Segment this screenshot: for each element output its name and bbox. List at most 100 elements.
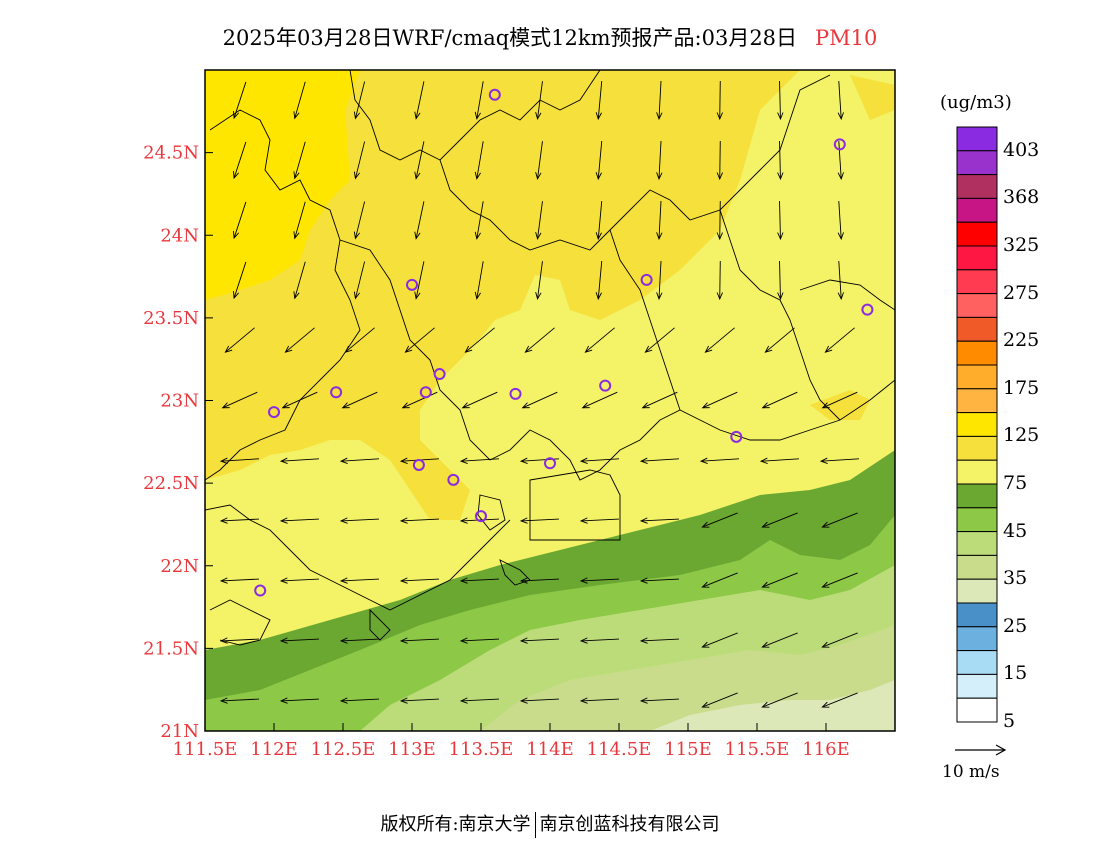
lat-tick-label: 23N	[160, 391, 199, 412]
legend-label: 175	[1003, 376, 1040, 399]
legend-swatch	[956, 174, 998, 199]
lat-tick-label: 21N	[160, 721, 199, 742]
wind-arrow	[519, 697, 559, 704]
lon-tick-label: 112.5E	[311, 739, 376, 760]
wind-arrow	[224, 327, 255, 353]
wind-arrow	[219, 697, 259, 704]
legend-swatch	[956, 293, 998, 318]
wind-arrow	[293, 81, 306, 120]
wind-arrow	[519, 577, 559, 584]
wind-arrow	[821, 632, 858, 648]
pm10-concentration-field	[205, 70, 895, 731]
boundary-line	[209, 599, 271, 646]
legend-swatch	[956, 412, 998, 437]
wind-arrow	[639, 577, 679, 584]
wind-arrow	[761, 572, 798, 588]
wind-arrow	[716, 260, 723, 301]
lon-tick-label: 114.5E	[587, 739, 652, 760]
wind-reference-label: 10 m/s	[942, 762, 1000, 782]
wind-arrow	[837, 261, 844, 301]
monitoring-stations	[254, 88, 874, 597]
wind-arrow	[233, 261, 247, 300]
wind-arrow	[837, 81, 844, 121]
boundary-line	[339, 239, 895, 481]
legend-label: 35	[1003, 567, 1028, 590]
legend-swatch	[956, 578, 998, 604]
legend-label: 325	[1003, 234, 1040, 256]
station-marker	[861, 303, 874, 316]
wind-arrow	[233, 141, 247, 180]
station-marker	[433, 368, 446, 381]
copyright-separator	[534, 812, 536, 838]
wind-arrow	[656, 81, 663, 121]
field-75-125-east	[850, 75, 895, 120]
wind-arrow	[535, 261, 543, 300]
copyright-footer: 版权所有:南京大学 南京创蓝科技有限公司	[0, 810, 1100, 838]
wind-arrow	[233, 201, 247, 240]
wind-arrow	[459, 457, 499, 464]
wind-arrow	[399, 697, 439, 704]
legend-swatch	[956, 697, 998, 723]
wind-arrow	[399, 517, 439, 524]
wind-arrow	[474, 201, 484, 240]
copyright-left: 版权所有:南京大学	[380, 814, 531, 835]
wind-arrow	[219, 577, 259, 584]
wind-arrow	[219, 637, 259, 644]
wind-arrow	[764, 327, 795, 353]
boundary-line	[205, 109, 361, 481]
wind-arrow	[474, 261, 484, 300]
wind-arrow	[656, 141, 663, 181]
legend-label: 125	[1003, 424, 1040, 447]
wind-arrow	[819, 457, 859, 464]
wind-arrow	[639, 457, 679, 464]
wind-arrow	[464, 327, 495, 353]
station-marker	[254, 584, 267, 597]
wind-arrow	[644, 327, 675, 353]
legend-swatch	[956, 388, 998, 414]
wind-arrow	[579, 697, 619, 704]
boundary-line	[609, 229, 681, 411]
wind-arrow	[414, 201, 425, 240]
title-main: 2025年03月28日WRF/cmaq模式12km预报产品:03月28日	[222, 26, 798, 50]
legend-label: 368	[1003, 186, 1040, 209]
legend-label: 45	[1003, 519, 1028, 542]
wind-arrow	[837, 141, 844, 181]
wind-arrow	[821, 391, 858, 409]
wind-arrow	[281, 391, 318, 409]
wind-arrow	[656, 201, 663, 241]
wind-arrow	[535, 81, 543, 120]
lat-tick-label: 24N	[160, 225, 199, 246]
wind-arrow	[777, 200, 784, 241]
legend-swatch	[956, 364, 998, 390]
lon-tick-label: 114E	[526, 739, 574, 760]
lon-tick-label: 111.5E	[173, 739, 238, 760]
copyright-right: 南京创蓝科技有限公司	[539, 814, 720, 835]
legend-swatch	[956, 602, 998, 628]
wind-arrow	[414, 141, 425, 180]
wind-arrow	[279, 517, 319, 524]
lon-tick-label: 113.5E	[449, 739, 514, 760]
legend-swatch	[956, 126, 998, 152]
station-marker	[488, 88, 501, 101]
wind-arrow	[293, 201, 306, 240]
wind-arrow	[219, 517, 259, 524]
legend-swatch	[956, 554, 998, 580]
wind-arrow	[233, 81, 247, 120]
map-title: 2025年03月28日WRF/cmaq模式12km预报产品:03月28日 PM10	[0, 22, 1100, 52]
wind-arrow	[339, 517, 379, 524]
legend-swatch	[956, 626, 998, 652]
wind-arrow	[339, 637, 379, 644]
wind-arrow	[459, 697, 499, 704]
legend-swatch	[956, 197, 998, 223]
wind-arrow	[279, 457, 319, 464]
wind-arrow	[821, 512, 858, 528]
lat-tick-label: 22N	[160, 556, 199, 577]
legend-label: 403	[1003, 138, 1040, 161]
wind-arrow	[716, 140, 723, 181]
station-marker	[419, 386, 432, 399]
wind-arrow	[474, 141, 484, 180]
wind-arrow	[595, 261, 603, 301]
wind-arrow	[639, 637, 679, 644]
